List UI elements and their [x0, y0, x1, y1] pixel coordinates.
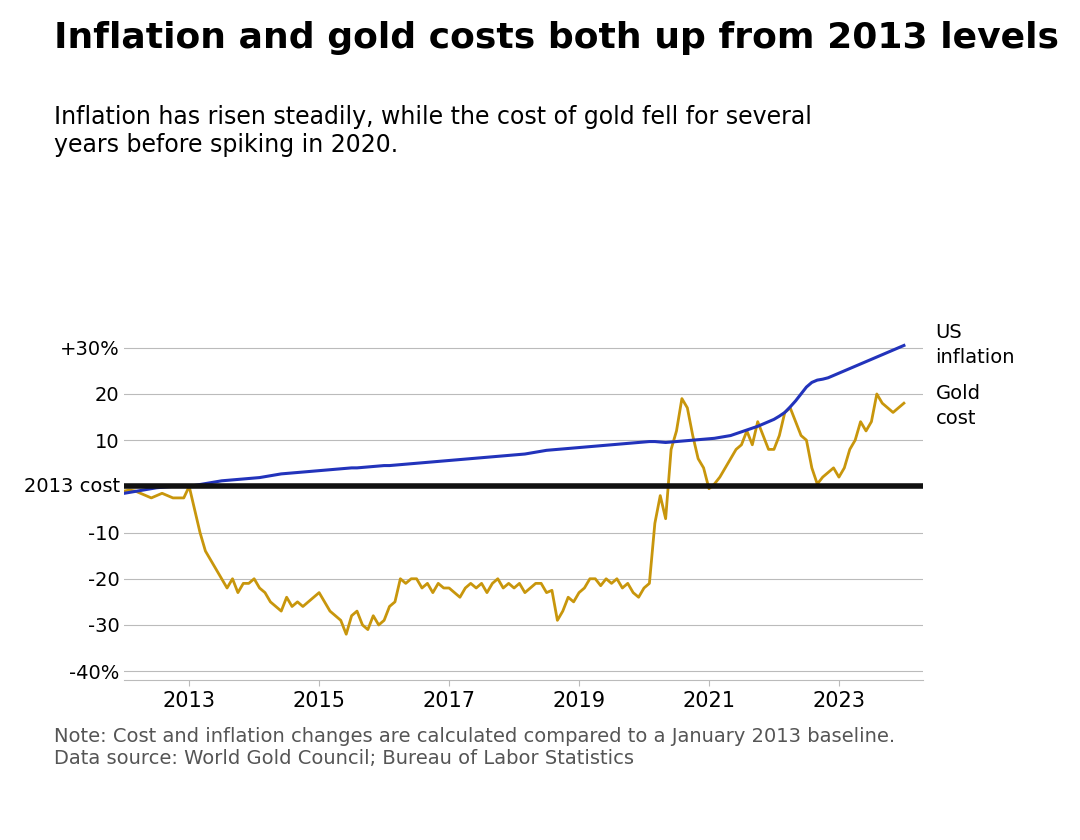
Text: Inflation has risen steadily, while the cost of gold fell for several
years befo: Inflation has risen steadily, while the …: [54, 105, 812, 157]
Text: Gold
cost: Gold cost: [935, 384, 981, 428]
Text: Inflation and gold costs both up from 2013 levels: Inflation and gold costs both up from 20…: [54, 21, 1059, 55]
Text: 2013 cost: 2013 cost: [24, 477, 120, 496]
Text: Note: Cost and inflation changes are calculated compared to a January 2013 basel: Note: Cost and inflation changes are cal…: [54, 727, 895, 768]
Text: US
inflation: US inflation: [935, 323, 1015, 367]
